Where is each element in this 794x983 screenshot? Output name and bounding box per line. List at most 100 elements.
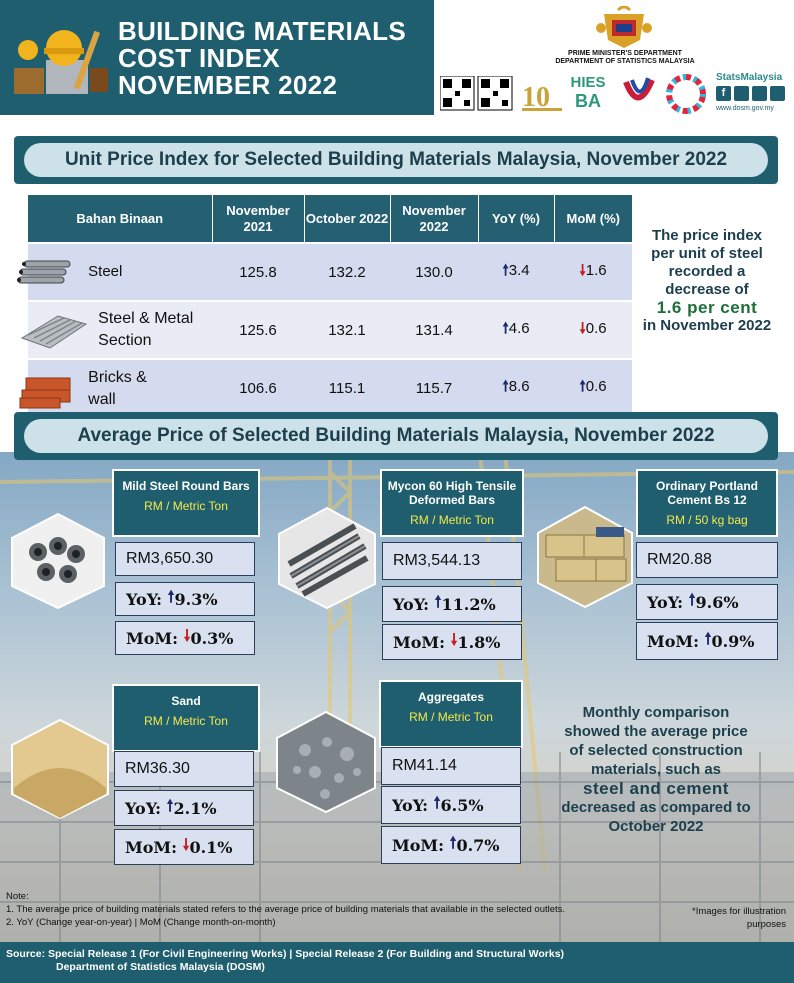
facebook-icon[interactable]: f [716, 86, 731, 101]
nov2022-cell: 131.4 [390, 300, 478, 359]
up-arrow-icon: 🠕 [579, 378, 586, 395]
mom-label: MoM: [125, 837, 177, 857]
up-arrow-icon: 🠕 [433, 792, 441, 812]
anniversary-logo-icon: 10 [522, 82, 562, 113]
table-row: Steel & Metal Section 125.6 132.1 131.4 … [20, 300, 632, 359]
mom-label: MoM: [647, 631, 699, 651]
metal-sheet-icon [20, 315, 88, 349]
oct2022-cell: 132.1 [304, 300, 390, 359]
mom-box: MoM: 🠗 0.1% [114, 829, 254, 865]
comparison-note-line: Monthly comparison [582, 704, 730, 721]
material-name: Bricks & wall [88, 368, 147, 408]
table-row: Steel 125.8 132.2 130.0 🠕3.4 🠗1.6 [17, 242, 632, 301]
yoy-value: 9.3% [174, 589, 218, 609]
up-arrow-icon: 🠕 [502, 261, 509, 279]
material-name: Steel [88, 262, 123, 280]
mom-box: MoM: 🠗 0.3% [115, 621, 255, 655]
product-unit: RM / 50 kg bag [666, 513, 748, 527]
title-line-2: COST INDEX [118, 43, 280, 73]
mom-value: 0.6 [585, 378, 607, 395]
down-arrow-icon: 🠗 [450, 629, 458, 649]
steel-note-line: recorded a [668, 263, 746, 280]
price-box: RM36.30 [114, 751, 254, 787]
oct2022-cell: 115.1 [304, 358, 390, 417]
oct2022-cell: 132.2 [304, 242, 390, 301]
product-card-header: Ordinary Portland Cement Bs 12 RM / 50 k… [636, 469, 778, 537]
up-arrow-icon: 🠕 [166, 795, 174, 815]
mom-value: 0.9% [711, 631, 755, 651]
header-banner: BUILDING MATERIALS COST INDEX NOVEMBER 2… [0, 0, 434, 115]
yoy-box: YoY: 🠕 2.1% [114, 790, 254, 826]
up-arrow-icon: 🠕 [704, 628, 712, 648]
steel-round-bars-image [11, 512, 105, 610]
col-header-yoy: YoY (%) [478, 195, 555, 243]
dept-line-2: DEPARTMENT OF STATISTICS MALAYSIA [555, 58, 695, 65]
footer-source: Source: Special Release 1 (For Civil Eng… [0, 942, 794, 983]
mom-value: 0.1% [189, 837, 233, 857]
product-name: Mild Steel Round Bars [122, 479, 250, 493]
notes-heading: Note: [6, 891, 29, 902]
material-name: Steel & Metal Section [98, 310, 194, 349]
yoy-value: 2.1% [173, 798, 217, 818]
price-box: RM3,544.13 [382, 542, 522, 580]
price-box: RM20.88 [636, 542, 778, 578]
nov2021-cell: 125.6 [212, 300, 304, 359]
mom-cell: 🠗0.6 [554, 300, 632, 359]
mom-box: MoM: 🠕 0.7% [381, 826, 521, 864]
twitter-icon[interactable] [752, 86, 767, 101]
yoy-box: YoY: 🠕 6.5% [381, 786, 521, 824]
nov2021-cell: 125.8 [212, 242, 304, 301]
section-header-unit-price: Unit Price Index for Selected Building M… [14, 136, 778, 184]
mom-value: 1.6 [585, 261, 607, 279]
up-arrow-icon: 🠕 [434, 591, 442, 611]
price-index-table: Bahan Binaan November 2021 October 2022 … [17, 195, 632, 417]
mom-value: 0.7% [456, 835, 500, 855]
section-title-unit-price: Unit Price Index for Selected Building M… [24, 143, 768, 177]
website-link[interactable]: www.dosm.gov.my [716, 105, 774, 112]
section-header-average-price: Average Price of Selected Building Mater… [14, 412, 778, 460]
product-name: Aggregates [417, 690, 485, 704]
statsmalaysia-text: StatsMalaysia [716, 72, 783, 83]
statsmalaysia-logo: StatsMalaysia f www.dosm.gov.my [716, 72, 790, 112]
yoy-cell: 🠕8.6 [478, 358, 554, 417]
up-arrow-icon: 🠕 [449, 832, 457, 852]
nov2022-cell: 130.0 [390, 242, 478, 301]
material-cell: Bricks & wall [19, 358, 212, 417]
coat-of-arms-icon [596, 6, 652, 48]
note-item: 2. YoY (Change year-on-year) | MoM (Chan… [6, 917, 276, 928]
yoy-value: 8.6 [508, 378, 530, 395]
qr-code-icon [440, 76, 513, 111]
table-row: Bricks & wall 106.6 115.1 115.7 🠕8.6 🠕0.… [19, 358, 632, 417]
product-card-header: Mycon 60 High Tensile Deformed Bars RM /… [380, 469, 524, 537]
notes: Note: 1. The average price of building m… [6, 890, 786, 929]
product-card-header: Mild Steel Round Bars RM / Metric Ton [112, 469, 260, 537]
yoy-value: 11.2% [441, 594, 496, 614]
illustration-note: *Images for illustration purposes [692, 906, 786, 930]
aggregates-image [276, 710, 376, 814]
material-cell: Steel [17, 242, 212, 301]
steel-pipes-icon [17, 260, 71, 284]
up-arrow-icon: 🠕 [167, 586, 175, 606]
up-arrow-icon: 🠕 [502, 319, 509, 337]
nov2022-cell: 115.7 [390, 358, 478, 417]
cement-bags-image [537, 505, 633, 609]
yoy-value: 6.5% [440, 795, 484, 815]
nov2021-cell: 106.6 [212, 358, 304, 417]
product-card-header: Aggregates RM / Metric Ton [379, 680, 523, 748]
down-arrow-icon: 🠗 [183, 625, 191, 645]
mom-box: MoM: 🠗 1.8% [382, 624, 522, 660]
instagram-icon[interactable] [734, 86, 749, 101]
yoy-value: 3.4 [508, 261, 530, 279]
comparison-note-line: showed the average price [564, 723, 748, 740]
steel-note-line: decrease of [665, 281, 749, 298]
page-title: BUILDING MATERIALS COST INDEX NOVEMBER 2… [118, 18, 406, 99]
material-cell: Steel & Metal Section [20, 300, 212, 359]
comparison-note: Monthly comparison showed the average pr… [544, 703, 768, 836]
steel-note-line: per unit of steel [651, 245, 763, 262]
product-card-header: Sand RM / Metric Ton [112, 684, 260, 752]
youtube-icon[interactable] [770, 86, 785, 101]
col-header-nov2021: November 2021 [212, 195, 305, 243]
yoy-cell: 🠕3.4 [478, 242, 554, 301]
col-header-nov2022: November 2022 [390, 195, 479, 243]
comparison-note-line: October 2022 [608, 818, 704, 835]
